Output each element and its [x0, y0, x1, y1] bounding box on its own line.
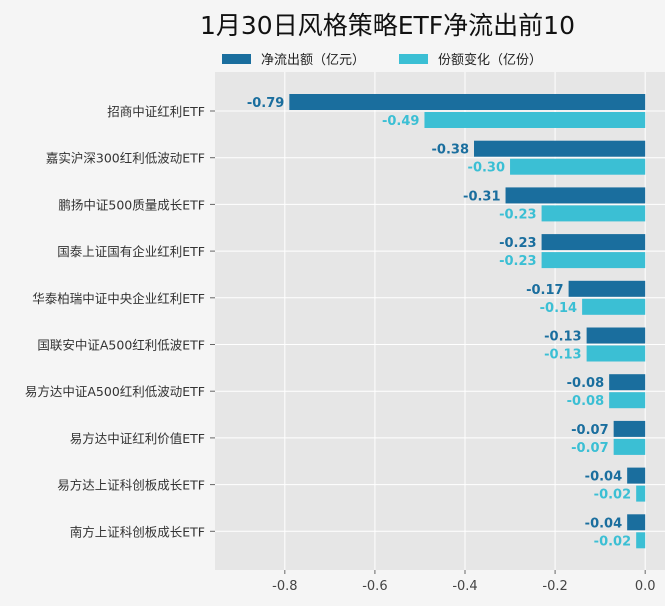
legend-item-net-outflow: 净流出额（亿元） [222, 49, 365, 68]
category-label: 嘉实沪深300红利低波动ETF [46, 151, 205, 166]
bar-net-outflow [289, 94, 646, 110]
data-label: -0.04 [585, 516, 622, 531]
data-label: -0.13 [544, 348, 581, 363]
data-label: -0.08 [567, 394, 604, 409]
data-label: -0.79 [247, 96, 284, 111]
data-label: -0.30 [468, 161, 505, 176]
bar-share-change [586, 345, 646, 362]
data-label: -0.23 [499, 207, 536, 222]
x-tick-label: -0.4 [452, 579, 477, 594]
bar-share-change [541, 205, 646, 222]
category-label: 易方达上证科创板成长ETF [57, 478, 205, 493]
x-tick-label: 0.0 [635, 579, 656, 594]
category-label: 招商中证红利ETF [107, 104, 205, 119]
data-label: -0.04 [585, 470, 622, 485]
category-label: 易方达中证红利价值ETF [70, 431, 205, 446]
category-label: 易方达中证A500红利低波动ETF [25, 384, 205, 399]
data-label: -0.23 [499, 236, 536, 251]
category-label: 国联安中证A500红利低波ETF [37, 338, 205, 353]
category-label: 国泰上证国有企业红利ETF [57, 244, 205, 259]
legend-swatch [399, 53, 428, 64]
data-label: -0.08 [567, 376, 604, 391]
data-label: -0.49 [382, 114, 419, 129]
data-label: -0.13 [544, 330, 581, 345]
bar-net-outflow [613, 420, 646, 437]
legend-label: 净流出额（亿元） [261, 53, 366, 68]
bar-net-outflow [474, 140, 646, 157]
bar-net-outflow [586, 327, 646, 344]
bar-net-outflow [609, 374, 646, 391]
legend-label: 份额变化（亿份） [438, 53, 543, 68]
bar-share-change [582, 298, 646, 315]
data-label: -0.02 [594, 488, 631, 503]
data-label: -0.31 [463, 189, 500, 204]
data-label: -0.14 [540, 301, 577, 316]
data-label: -0.38 [432, 143, 469, 158]
bar-net-outflow [541, 234, 646, 251]
bar-share-change [510, 158, 646, 175]
bar-share-change [636, 532, 646, 549]
legend-item-share-change: 份额变化（亿份） [399, 49, 542, 68]
bar-net-outflow [505, 187, 646, 204]
bar-share-change [424, 112, 646, 128]
x-tick-label: -0.6 [362, 579, 387, 594]
chart-title: 1月30日风格策略ETF净流出前10 [200, 11, 575, 40]
category-label: 华泰柏瑞中证中央企业红利ETF [32, 291, 205, 306]
data-label: -0.07 [571, 423, 608, 438]
bar-net-outflow [627, 514, 646, 531]
bar-share-change [636, 485, 646, 502]
data-label: -0.23 [499, 254, 536, 269]
bar-share-change [609, 392, 646, 409]
category-label: 南方上证科创板成长ETF [70, 524, 205, 539]
x-tick-label: -0.8 [272, 579, 297, 594]
data-label: -0.02 [594, 534, 631, 549]
bar-share-change [613, 438, 646, 455]
x-tick-label: -0.2 [542, 579, 567, 594]
bar-net-outflow [627, 467, 646, 484]
bar-net-outflow [568, 280, 646, 297]
category-label: 鹏扬中证500质量成长ETF [58, 197, 205, 212]
legend-swatch [222, 53, 251, 64]
data-label: -0.17 [526, 283, 563, 298]
data-label: -0.07 [571, 441, 608, 456]
bar-share-change [541, 252, 646, 269]
